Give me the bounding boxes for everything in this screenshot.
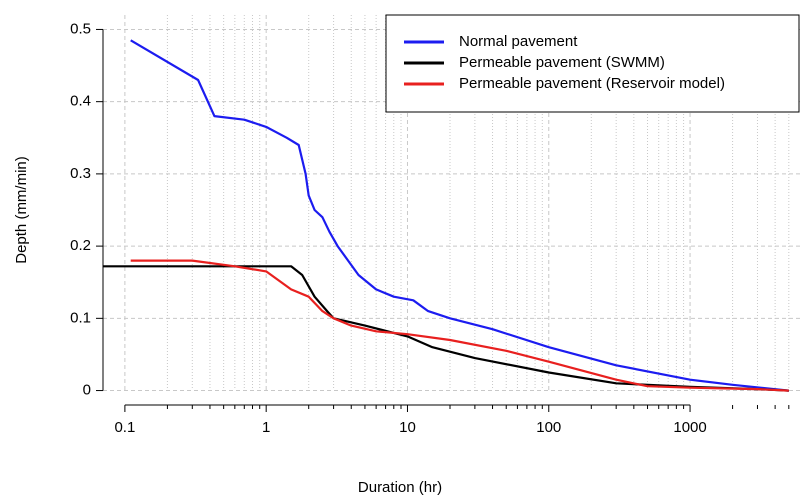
x-tick-label: 100 — [536, 419, 561, 436]
x-tick-label: 0.1 — [114, 419, 135, 436]
x-tick-label: 1 — [262, 419, 270, 436]
legend-box — [385, 14, 800, 113]
y-tick-label: 0.5 — [70, 20, 91, 37]
series-line — [130, 39, 789, 392]
series-line — [130, 259, 789, 392]
legend: Normal pavement Permeable pavement (SWMM)… — [385, 14, 800, 113]
legend-label: Permeable pavement (Reservoir model) — [459, 75, 725, 92]
legend-label: Permeable pavement (SWMM) — [459, 54, 665, 71]
series-line — [103, 265, 789, 392]
y-axis-label: Depth (mm/min) — [13, 156, 30, 264]
y-tick-label: 0.2 — [70, 237, 91, 254]
x-axis-label: Duration (hr) — [358, 479, 442, 496]
y-tick-label: 0.1 — [70, 309, 91, 326]
y-tick-label: 0 — [83, 382, 91, 399]
x-tick-label: 10 — [399, 419, 416, 436]
y-tick-label: 0.4 — [70, 93, 91, 110]
x-tick-label: 1000 — [673, 419, 706, 436]
legend-label: Normal pavement — [459, 33, 578, 50]
y-tick-label: 0.3 — [70, 165, 91, 182]
